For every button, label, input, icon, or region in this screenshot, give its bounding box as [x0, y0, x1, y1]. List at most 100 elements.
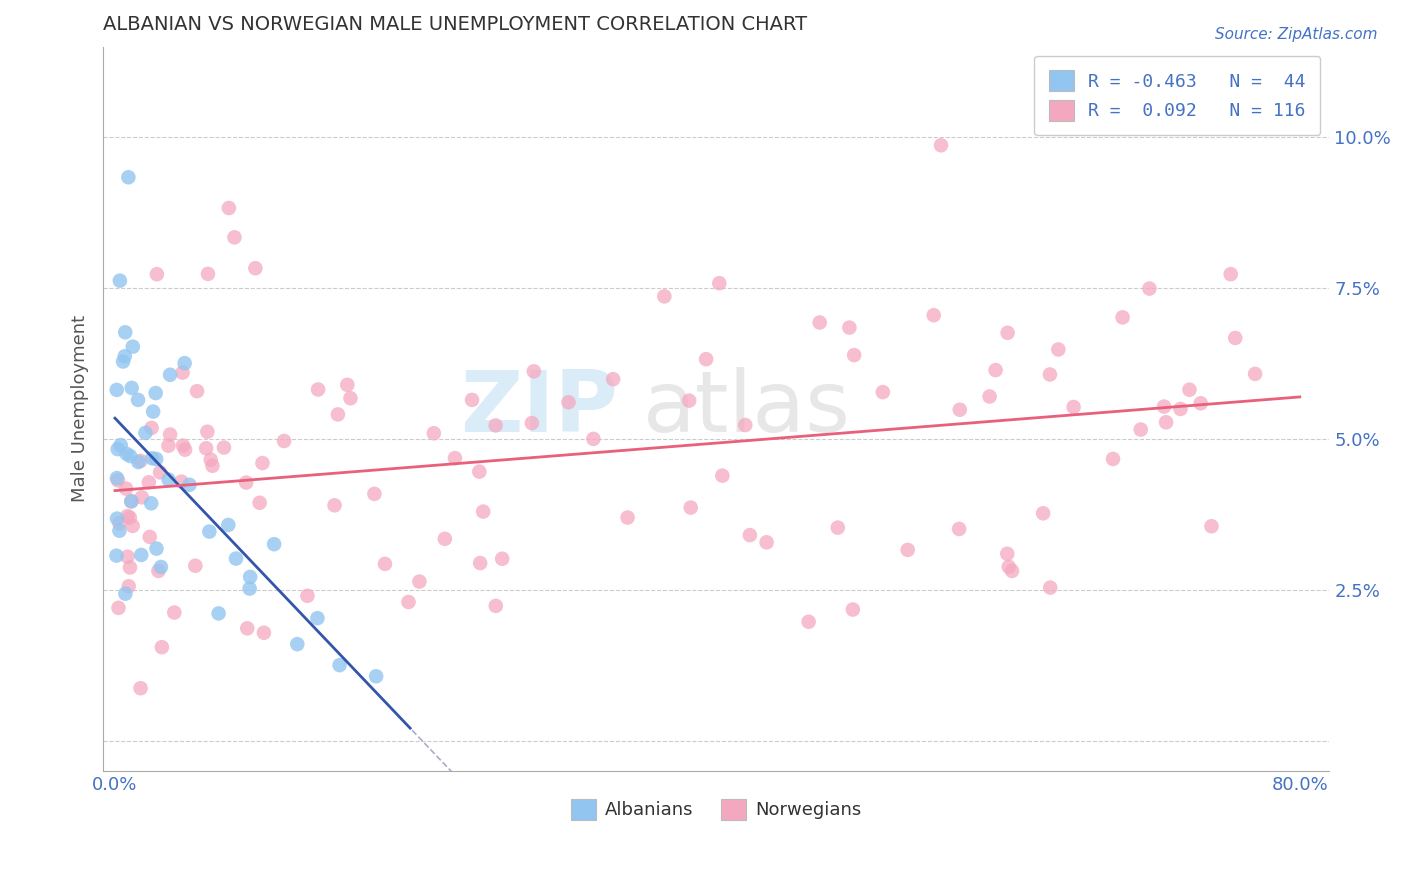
Point — [149, 466, 172, 480]
Point — [114, 349, 136, 363]
Point — [1102, 452, 1125, 467]
Point — [146, 267, 169, 281]
Point — [105, 549, 128, 563]
Point — [129, 454, 152, 468]
Point — [141, 451, 163, 466]
Point — [423, 426, 446, 441]
Point — [200, 452, 222, 467]
Point — [150, 640, 173, 655]
Point — [654, 289, 676, 303]
Point — [984, 363, 1007, 377]
Point — [323, 499, 346, 513]
Point — [1178, 383, 1201, 397]
Point — [118, 510, 141, 524]
Point — [408, 574, 430, 589]
Point — [121, 340, 143, 354]
Point — [979, 389, 1001, 403]
Point — [173, 356, 195, 370]
Point — [114, 587, 136, 601]
Point — [949, 402, 972, 417]
Point — [1244, 367, 1267, 381]
Point — [263, 537, 285, 551]
Point — [491, 551, 513, 566]
Point — [225, 551, 247, 566]
Point — [1047, 343, 1070, 357]
Point — [897, 542, 920, 557]
Point — [1153, 400, 1175, 414]
Point — [201, 458, 224, 473]
Point — [398, 595, 420, 609]
Text: Source: ZipAtlas.com: Source: ZipAtlas.com — [1215, 27, 1378, 42]
Point — [336, 377, 359, 392]
Point — [186, 384, 208, 399]
Point — [141, 421, 163, 435]
Point — [107, 442, 129, 457]
Point — [145, 452, 167, 467]
Point — [844, 348, 866, 362]
Point — [129, 681, 152, 696]
Point — [157, 473, 180, 487]
Point — [995, 547, 1018, 561]
Point — [523, 364, 546, 378]
Point — [145, 541, 167, 556]
Legend: Albanians, Norwegians: Albanians, Norwegians — [564, 791, 869, 827]
Point — [105, 471, 128, 485]
Point — [734, 418, 756, 433]
Point — [112, 354, 135, 368]
Point — [172, 439, 194, 453]
Point — [582, 432, 605, 446]
Point — [374, 557, 396, 571]
Point — [1032, 506, 1054, 520]
Point — [163, 606, 186, 620]
Point — [195, 442, 218, 456]
Point — [797, 615, 820, 629]
Point — [472, 505, 495, 519]
Point — [1139, 281, 1161, 295]
Point — [131, 490, 153, 504]
Point — [170, 475, 193, 489]
Point — [842, 602, 865, 616]
Point — [808, 316, 831, 330]
Point — [711, 468, 734, 483]
Point — [602, 372, 624, 386]
Point — [120, 494, 142, 508]
Point — [105, 383, 128, 397]
Point — [207, 607, 229, 621]
Point — [107, 600, 129, 615]
Point — [127, 455, 149, 469]
Point — [470, 556, 492, 570]
Point — [129, 548, 152, 562]
Point — [105, 511, 128, 525]
Point — [195, 425, 218, 439]
Point — [107, 474, 129, 488]
Point — [329, 658, 352, 673]
Point — [1201, 519, 1223, 533]
Point — [145, 386, 167, 401]
Point — [695, 352, 717, 367]
Point — [217, 518, 239, 533]
Point — [366, 669, 388, 683]
Point — [121, 494, 143, 508]
Point — [326, 408, 349, 422]
Point — [114, 326, 136, 340]
Point — [307, 611, 329, 625]
Point — [236, 621, 259, 635]
Point — [110, 438, 132, 452]
Point — [127, 392, 149, 407]
Point — [184, 558, 207, 573]
Point — [485, 418, 508, 433]
Point — [118, 560, 141, 574]
Point — [1063, 400, 1085, 414]
Point — [157, 439, 180, 453]
Point — [172, 366, 194, 380]
Point — [1111, 310, 1133, 325]
Point — [678, 393, 700, 408]
Point — [1154, 415, 1177, 429]
Point — [197, 267, 219, 281]
Point — [159, 427, 181, 442]
Point — [679, 500, 702, 515]
Point — [922, 308, 945, 322]
Point — [433, 532, 456, 546]
Point — [948, 522, 970, 536]
Point — [709, 276, 731, 290]
